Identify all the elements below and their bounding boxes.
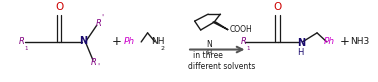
Text: N: N: [79, 36, 87, 46]
Text: H: H: [207, 50, 212, 56]
Text: O: O: [55, 2, 63, 12]
Text: R: R: [241, 37, 247, 46]
Polygon shape: [213, 22, 228, 30]
Text: Ph: Ph: [124, 37, 135, 46]
Text: Ph: Ph: [324, 37, 335, 46]
Text: R: R: [91, 58, 97, 67]
Text: in three: in three: [193, 51, 223, 60]
Text: N: N: [297, 38, 305, 48]
Text: +: +: [340, 35, 350, 48]
Text: H: H: [297, 48, 303, 57]
Text: ': ': [97, 63, 99, 72]
Text: NH: NH: [151, 37, 165, 46]
Text: 1: 1: [25, 46, 28, 51]
Text: O: O: [273, 2, 282, 12]
Text: COOH: COOH: [230, 25, 253, 34]
Text: 1: 1: [246, 46, 250, 51]
Text: N: N: [207, 41, 212, 50]
Text: different solvents: different solvents: [188, 62, 255, 71]
Text: +: +: [112, 35, 122, 48]
Text: R: R: [96, 19, 101, 28]
Text: R: R: [19, 37, 25, 46]
Text: NH3: NH3: [350, 37, 369, 46]
Text: ': ': [102, 14, 104, 23]
Text: 2: 2: [160, 46, 164, 51]
